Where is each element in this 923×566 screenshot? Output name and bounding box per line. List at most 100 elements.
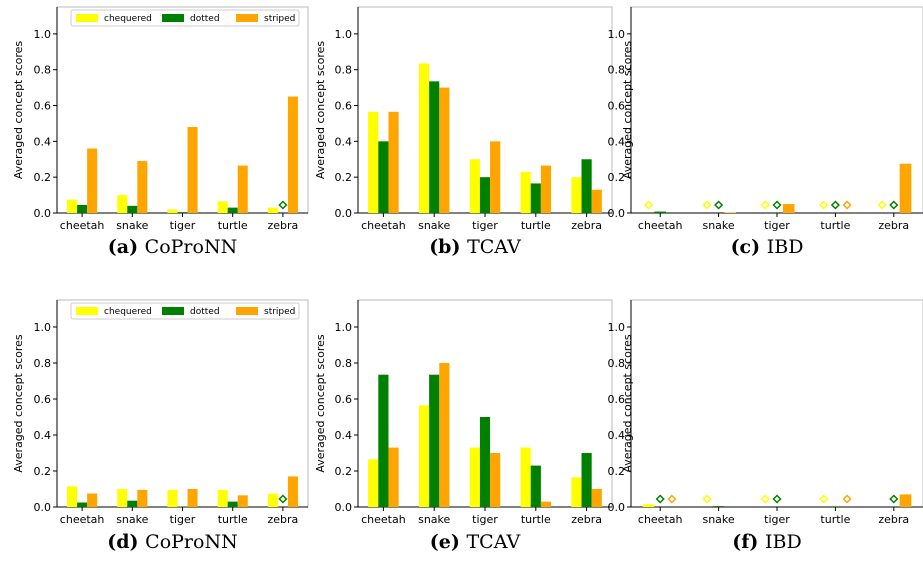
legend: chequered dotted striped [70, 9, 300, 27]
legend-label-dotted: dotted [190, 307, 220, 317]
x-tick-label: cheetah [361, 219, 406, 232]
bar-dotted-snake [429, 81, 440, 213]
y-tick-label: 0.2 [34, 465, 52, 478]
x-tick-label: cheetah [638, 219, 683, 232]
y-tick-label: 0.0 [335, 207, 353, 220]
bar-chequered-snake [117, 489, 128, 507]
bar-dotted-snake [127, 500, 138, 507]
x-tick-label: turtle [218, 219, 248, 232]
bar-chequered-turtle [217, 489, 228, 507]
y-tick-label: 0.2 [608, 171, 626, 184]
y-tick-label: 0.8 [34, 357, 52, 370]
zero-marker-chequered-tiger [760, 494, 770, 504]
y-tick-label: 0.8 [335, 357, 353, 370]
x-tick-label: turtle [218, 513, 248, 526]
x-tick-label: snake [702, 219, 734, 232]
y-tick-label: 0.2 [335, 171, 353, 184]
y-tick-label: 1.0 [34, 28, 52, 41]
bar-chequered-zebra [571, 477, 582, 507]
x-tick-label: snake [116, 513, 148, 526]
zero-marker-striped-turtle [842, 200, 852, 210]
panel-caption: (f) IBD [732, 531, 801, 553]
bar-striped-snake [439, 87, 450, 213]
zero-marker-chequered-zebra [877, 200, 887, 210]
x-tick-label: tiger [472, 513, 498, 526]
bar-striped-cheetah [87, 493, 98, 507]
x-tick-label: zebra [571, 513, 602, 526]
x-tick-label: zebra [878, 219, 909, 232]
caption-label: (b) [429, 236, 467, 258]
bar-chequered-cheetah [642, 504, 655, 507]
bar-striped-cheetah [388, 111, 399, 213]
bar-dotted-cheetah [77, 502, 88, 507]
caption-label: (d) [107, 531, 145, 553]
bar-chequered-tiger [167, 489, 178, 507]
caption-label: (a) [108, 236, 145, 258]
bar-dotted-turtle [530, 183, 541, 213]
bar-striped-snake [439, 363, 450, 507]
bar-chequered-snake [418, 405, 430, 507]
bar-dotted-tiger [479, 177, 491, 213]
y-axis-label: Averaged concept scores [12, 334, 25, 473]
legend-label-dotted: dotted [190, 14, 220, 24]
x-tick-label: zebra [268, 513, 299, 526]
x-tick-label: cheetah [60, 219, 105, 232]
y-tick-label: 1.0 [608, 28, 626, 41]
x-tick-label: snake [702, 513, 734, 526]
y-tick-label: 0.2 [608, 465, 626, 478]
bar-striped-cheetah [87, 148, 98, 213]
zero-marker-chequered-snake [702, 200, 712, 210]
y-tick-label: 0.6 [335, 100, 353, 113]
zero-marker-striped-turtle [842, 494, 852, 504]
y-tick-label: 0.4 [335, 135, 353, 148]
bar-dotted-cheetah [77, 204, 88, 213]
plot-frame [56, 299, 309, 508]
x-tick-label: zebra [878, 513, 909, 526]
bar-striped-snake [137, 489, 148, 507]
y-axis-label: Averaged concept scores [621, 41, 634, 180]
zero-marker-chequered-cheetah [643, 200, 654, 210]
bar-dotted-turtle [829, 506, 842, 507]
bar-chequered-tiger [469, 447, 480, 507]
bar-dotted-snake [429, 374, 440, 507]
y-tick-label: 0.0 [335, 501, 353, 514]
bar-striped-zebra [591, 489, 602, 507]
bar-striped-tiger [490, 453, 501, 507]
zero-marker-dotted-turtle [830, 200, 840, 210]
y-tick-label: 0.2 [335, 465, 353, 478]
caption-method: CoProNN [145, 531, 238, 553]
zero-marker-chequered-tiger [760, 200, 770, 210]
bar-striped-turtle [237, 495, 248, 507]
zero-marker-chequered-turtle [819, 494, 829, 504]
bar-chequered-turtle [520, 171, 531, 213]
bar-chequered-zebra [267, 207, 278, 213]
bar-striped-turtle [237, 165, 248, 213]
y-tick-label: 1.0 [335, 321, 353, 334]
legend-swatch-chequered [76, 307, 98, 315]
x-tick-label: turtle [521, 513, 551, 526]
bar-striped-zebra [899, 494, 912, 507]
legend-label-striped: striped [264, 307, 295, 317]
panel-caption: (c) IBD [731, 236, 804, 258]
bar-chequered-tiger [469, 159, 480, 213]
bar-striped-zebra [591, 189, 602, 213]
legend-label-chequered: chequered [104, 307, 152, 317]
x-tick-label: snake [418, 219, 450, 232]
y-tick-label: 0.8 [34, 64, 52, 77]
y-tick-label: 0.0 [34, 207, 52, 220]
plot-frame [630, 6, 923, 214]
zero-marker-dotted-tiger [772, 200, 782, 210]
zero-marker-dotted-zebra [889, 200, 899, 210]
caption-label: (f) [732, 531, 765, 553]
legend-swatch-dotted [162, 14, 184, 22]
legend-swatch-dotted [162, 307, 184, 315]
caption-label: (e) [430, 531, 467, 553]
caption-method: IBD [765, 531, 802, 553]
caption-method: CoProNN [145, 236, 238, 258]
x-tick-label: snake [116, 219, 148, 232]
